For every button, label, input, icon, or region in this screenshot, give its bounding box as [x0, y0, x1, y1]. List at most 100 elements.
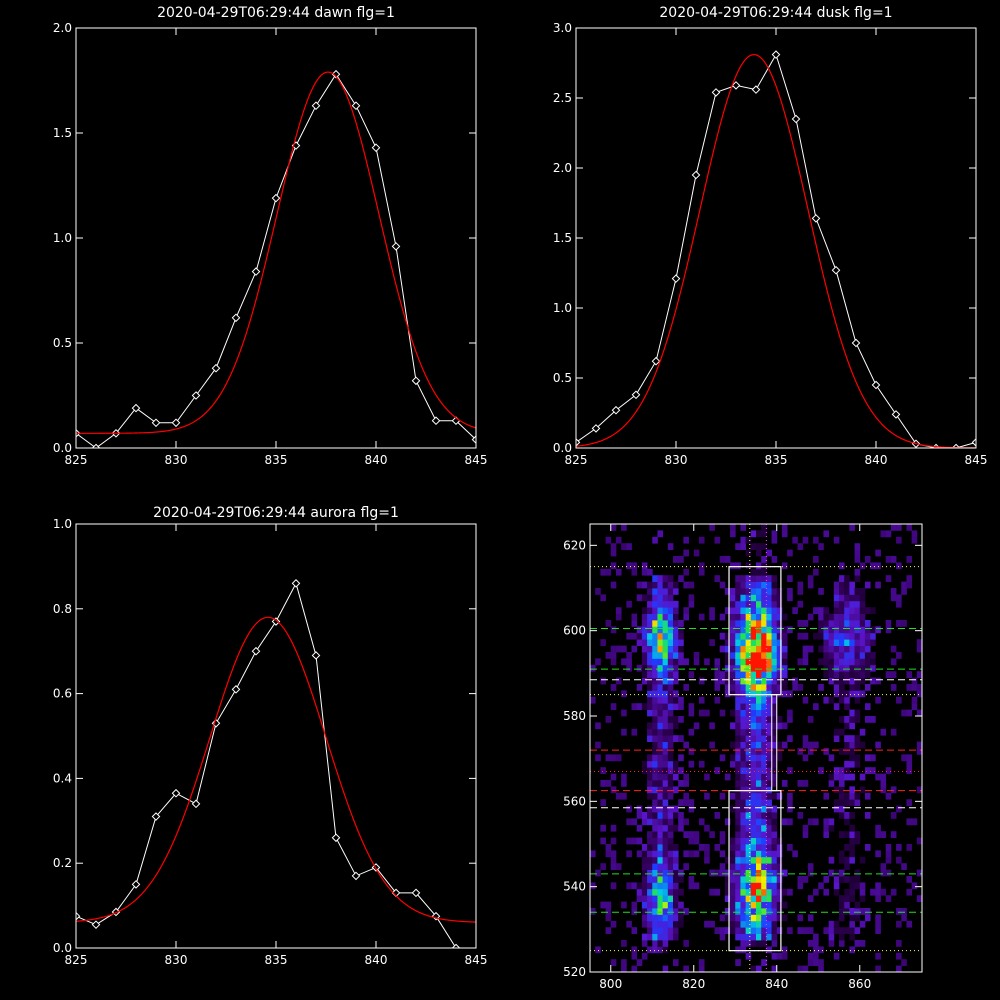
heatmap-cell [735, 914, 741, 922]
heatmap-cell [662, 850, 669, 858]
heatmap-cell [641, 620, 648, 627]
heatmap-cell [647, 588, 653, 595]
heatmap-cell [735, 588, 741, 595]
heatmap-cell [776, 607, 783, 614]
heatmap-cell [724, 639, 731, 646]
heatmap-cell [698, 562, 705, 570]
heatmap-cell [761, 767, 767, 774]
heatmap-cell [901, 709, 907, 717]
heatmap-cell [735, 575, 741, 582]
heatmap-cell [662, 876, 669, 883]
heatmap-cell [906, 524, 913, 531]
heatmap-cell [652, 632, 658, 640]
heatmap-cell [901, 581, 907, 589]
heatmap-cell [756, 703, 762, 710]
heatmap-cell [636, 632, 643, 640]
heatmap-cell [833, 927, 840, 934]
heatmap-cell [844, 812, 850, 819]
heatmap-cell [740, 837, 747, 845]
heatmap-cell [662, 780, 669, 787]
heatmap-cell [839, 677, 845, 685]
heatmap-cell [730, 888, 736, 896]
heatmap-cell [673, 735, 679, 742]
heatmap-cell [735, 594, 741, 602]
dawn-data-point [91, 443, 101, 448]
heatmap-cell [657, 831, 664, 838]
heatmap-cell [678, 767, 684, 774]
heatmap-cell [766, 799, 772, 806]
heatmap-cell [735, 754, 741, 762]
heatmap-cell [667, 895, 674, 902]
heatmap-cell [823, 607, 830, 614]
heatmap-cell [683, 850, 689, 858]
heatmap-ytick-label: 560 [563, 794, 586, 808]
heatmap-cell [787, 690, 793, 698]
heatmap-cell [636, 703, 643, 710]
heatmap-cell [828, 652, 835, 659]
heatmap-cell [735, 831, 741, 838]
heatmap-cell [621, 728, 627, 736]
heatmap-cell [673, 908, 679, 915]
heatmap-cell [698, 760, 705, 768]
heatmap-cell [854, 869, 861, 877]
heatmap-cell [745, 876, 752, 883]
heatmap-cell [657, 754, 664, 762]
heatmap-cell [776, 645, 783, 653]
heatmap-cell [813, 556, 819, 563]
heatmap-cell [678, 626, 684, 634]
heatmap-cell [657, 914, 664, 922]
heatmap-cell [906, 888, 913, 896]
heatmap-cell [849, 588, 855, 595]
heatmap-cell [657, 735, 664, 742]
heatmap-cell [802, 536, 809, 544]
heatmap-cell [750, 613, 757, 621]
heatmap-window-box [728, 566, 782, 696]
heatmap-cell [647, 722, 653, 730]
heatmap-cell [652, 940, 658, 947]
heatmap-cell [714, 664, 721, 672]
heatmap-cell [735, 664, 741, 672]
heatmap-cell [864, 658, 871, 666]
heatmap-cell [761, 562, 767, 570]
aurora-ytick-label: 0.6 [53, 687, 72, 701]
heatmap-cell [735, 709, 741, 717]
heatmap-cell [761, 908, 767, 915]
heatmap-cell [844, 741, 850, 749]
heatmap-cell [714, 658, 721, 666]
heatmap-cell [735, 690, 741, 698]
heatmap-cell [781, 869, 788, 877]
heatmap-cell [724, 773, 731, 781]
heatmap-cell [662, 716, 669, 723]
heatmap-cell [854, 914, 861, 922]
heatmap-cell [688, 837, 695, 845]
heatmap-cell [615, 792, 622, 800]
heatmap-cell [600, 799, 606, 806]
heatmap-cell [730, 524, 736, 531]
heatmap-cell [807, 895, 814, 902]
heatmap-cell [750, 786, 757, 794]
heatmap-cell [678, 888, 684, 896]
heatmap-cell [730, 632, 736, 640]
dusk-data-point [791, 114, 801, 124]
heatmap-cell [766, 901, 772, 909]
heatmap-cell [662, 658, 669, 666]
heatmap-cell [750, 869, 757, 877]
heatmap-cell [657, 690, 664, 698]
heatmap-cell [688, 850, 695, 858]
aurora-data-point [91, 920, 101, 929]
heatmap-cell [678, 658, 684, 666]
heatmap-cell [735, 748, 741, 755]
heatmap-cell [740, 850, 747, 858]
heatmap-cell [735, 856, 741, 864]
heatmap-cell [750, 895, 757, 902]
heatmap-cell [823, 876, 830, 883]
heatmap-cell [636, 850, 643, 858]
heatmap-cell [657, 908, 664, 915]
heatmap-cell [896, 536, 902, 544]
dusk-data-point [671, 274, 681, 283]
heatmap-cell [849, 882, 855, 890]
heatmap-cell [916, 895, 923, 902]
heatmap-cell [756, 543, 762, 550]
heatmap-cell [735, 607, 741, 614]
heatmap-cell [657, 594, 664, 602]
